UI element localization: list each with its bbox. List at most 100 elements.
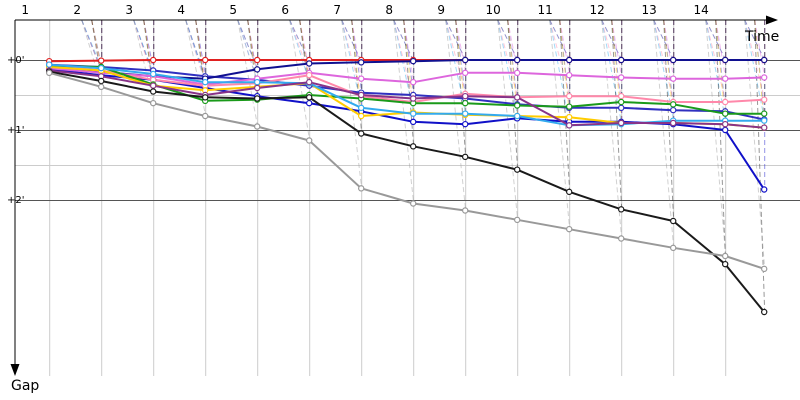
- data-point: [722, 110, 729, 117]
- segment-connector: [611, 19, 623, 124]
- grid: [15, 20, 800, 376]
- lap-label: 10: [486, 3, 501, 17]
- segment-connector: [663, 19, 675, 111]
- segment-connector: [754, 19, 766, 78]
- data-point: [410, 143, 417, 150]
- data-point: [97, 64, 105, 72]
- data-point: [462, 153, 469, 161]
- data-point: [722, 75, 729, 82]
- segment-connector: [403, 19, 415, 83]
- data-point: [149, 99, 157, 107]
- data-point: [358, 130, 365, 137]
- data-point: [566, 103, 573, 110]
- segment-connector: [715, 19, 727, 125]
- data-point: [149, 56, 157, 64]
- segment-connector: [403, 19, 415, 147]
- segment-connector: [715, 19, 727, 112]
- data-point: [566, 188, 573, 196]
- segment-connector: [289, 19, 311, 64]
- data-point: [566, 122, 573, 129]
- segment-connector: [653, 19, 675, 121]
- segment-connector: [289, 19, 311, 76]
- data-point: [722, 120, 729, 128]
- data-point: [618, 98, 625, 106]
- x-axis: [15, 15, 778, 25]
- y-axis-arrow: [10, 364, 20, 376]
- lap-label: 11: [538, 3, 553, 17]
- data-point: [462, 92, 469, 100]
- segment-connector: [663, 19, 675, 79]
- segment-connector: [81, 19, 103, 71]
- segment-connector: [143, 19, 155, 77]
- x-axis-title: Time: [744, 29, 779, 45]
- segment-connector: [341, 19, 363, 63]
- y-axis-title: Gap: [11, 378, 39, 394]
- lap-label: 14: [694, 3, 709, 17]
- data-point: [306, 78, 313, 86]
- data-point: [462, 99, 469, 107]
- data-point: [514, 112, 521, 120]
- lap-label: 3: [125, 3, 133, 17]
- series-line: [49, 70, 765, 313]
- segment-connector: [445, 19, 467, 94]
- data-point: [761, 308, 768, 316]
- segment-connector: [455, 19, 467, 157]
- data-point: [201, 56, 209, 64]
- data-point: [46, 69, 53, 77]
- segment-connector: [393, 19, 415, 62]
- data-point: [761, 186, 768, 193]
- segment-connector: [133, 19, 155, 77]
- data-point: [254, 78, 261, 86]
- y-tick-label: +1': [7, 125, 25, 136]
- segment-connector: [705, 19, 727, 257]
- data-point: [618, 235, 625, 242]
- segment-connector: [455, 19, 467, 73]
- segment-connector: [549, 19, 571, 97]
- segment-connector: [507, 19, 519, 105]
- data-point: [254, 84, 261, 92]
- segment-connector: [559, 19, 571, 76]
- data-point: [670, 244, 677, 252]
- data-point: [410, 78, 417, 86]
- segment-connector: [351, 19, 363, 93]
- data-point: [722, 260, 729, 268]
- lap-label: 9: [437, 3, 445, 17]
- data-point: [514, 69, 521, 77]
- data-point: [149, 82, 157, 89]
- data-point: [670, 119, 677, 127]
- data-point: [306, 99, 313, 107]
- data-point: [670, 75, 677, 82]
- x-axis-arrow: [766, 15, 778, 25]
- data-point: [618, 74, 625, 81]
- data-point: [201, 94, 209, 101]
- data-point: [722, 126, 729, 134]
- data-point: [201, 78, 209, 86]
- segment-connector: [299, 19, 311, 84]
- data-point: [358, 59, 365, 66]
- lap-label: 4: [177, 3, 185, 17]
- data-point: [97, 83, 105, 91]
- series-lines: [48, 59, 766, 313]
- data-point: [761, 117, 768, 124]
- segment-connector: [299, 19, 311, 86]
- data-point: [46, 61, 53, 68]
- data-point: [462, 69, 469, 77]
- data-point: [618, 119, 625, 127]
- data-point: [722, 252, 729, 260]
- segment-connector: [143, 19, 155, 86]
- data-point: [410, 118, 417, 126]
- segment-connector: [351, 19, 363, 79]
- data-point: [358, 104, 365, 112]
- y-tick-label: +2': [7, 195, 25, 206]
- y-tick-label: +0': [7, 55, 25, 66]
- data-point: [761, 265, 768, 273]
- segment-connector: [497, 19, 519, 98]
- data-point: [462, 56, 469, 64]
- data-point: [566, 225, 573, 233]
- series-line: [49, 64, 765, 115]
- segment-connector: [705, 19, 727, 121]
- data-point: [97, 77, 105, 85]
- data-point: [410, 110, 417, 117]
- segment-connector: [559, 19, 571, 118]
- data-point: [149, 70, 157, 78]
